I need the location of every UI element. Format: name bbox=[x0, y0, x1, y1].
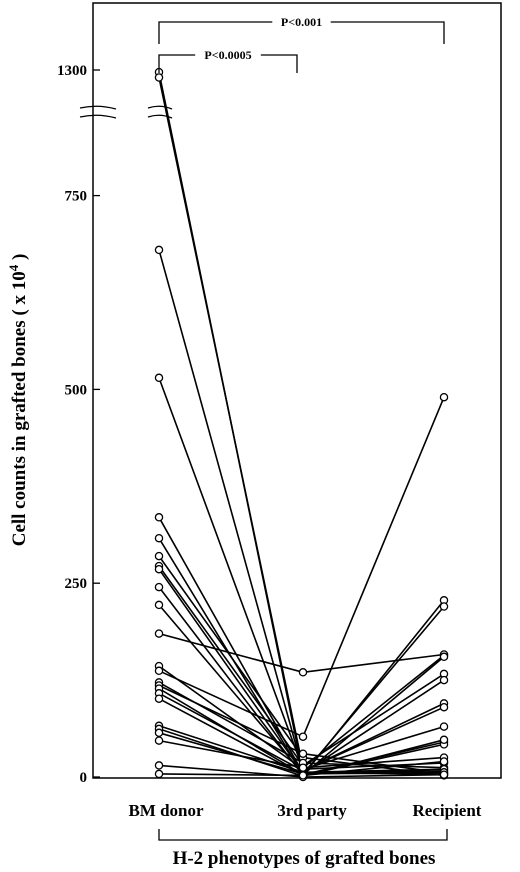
series-line-2 bbox=[158, 77, 445, 770]
data-point bbox=[154, 373, 164, 383]
data-point bbox=[154, 73, 164, 82]
axis-break-mark-outer-bottom bbox=[79, 114, 117, 119]
data-point bbox=[439, 602, 449, 611]
data-point bbox=[154, 694, 164, 703]
series-line-4 bbox=[158, 377, 445, 771]
axis-break-mark-inner-top bbox=[147, 105, 173, 110]
data-point bbox=[439, 675, 449, 685]
data-point bbox=[154, 564, 164, 574]
significance-label-bg bbox=[195, 47, 261, 61]
data-point bbox=[298, 668, 308, 677]
data-point bbox=[298, 763, 308, 772]
y-tick-label: 0 bbox=[80, 770, 88, 786]
data-point bbox=[154, 513, 164, 522]
significance-brackets: P<0.0005 P<0.001 bbox=[158, 14, 445, 73]
category-label-3rd-party: 3rd party bbox=[277, 801, 347, 820]
x-axis-group-bracket bbox=[158, 829, 448, 841]
data-point bbox=[439, 702, 449, 712]
data-point bbox=[154, 728, 164, 738]
x-axis-title: H-2 phenotypes of grafted bones bbox=[173, 848, 436, 869]
y-tick-label: 500 bbox=[65, 382, 88, 398]
category-label-bm-donor: BM donor bbox=[128, 801, 204, 820]
y-axis-title-end: ) bbox=[9, 254, 30, 265]
category-label-recipient: Recipient bbox=[413, 801, 482, 820]
data-point bbox=[439, 722, 449, 731]
data-point bbox=[154, 245, 164, 255]
axis-break-mark-inner-bottom bbox=[147, 114, 173, 119]
data-point bbox=[154, 761, 164, 770]
data-point bbox=[154, 551, 164, 561]
data-point bbox=[154, 600, 164, 610]
data-point bbox=[154, 533, 164, 543]
y-axis-title-exponent: 4 bbox=[6, 264, 21, 271]
data-point bbox=[154, 666, 164, 676]
data-point bbox=[154, 629, 164, 638]
plot-frame bbox=[92, 2, 502, 779]
data-point bbox=[439, 770, 449, 779]
data-point bbox=[154, 582, 164, 592]
y-axis-title: Cell counts in grafted bones ( x 104 ) bbox=[6, 254, 30, 547]
y-axis-title-main: Cell counts in grafted bones ( x 10 bbox=[9, 271, 30, 546]
data-point bbox=[154, 736, 164, 745]
data-point bbox=[298, 749, 308, 758]
series-line-14 bbox=[158, 396, 445, 738]
data-point bbox=[298, 732, 308, 741]
data-points bbox=[154, 67, 449, 782]
y-tick-label: 750 bbox=[65, 189, 88, 205]
significance-label: P<0.0005 bbox=[204, 48, 251, 62]
y-tick-label: 250 bbox=[65, 576, 88, 592]
data-point bbox=[154, 769, 164, 779]
y-tick-label: 1300 bbox=[57, 63, 87, 79]
data-point bbox=[298, 771, 308, 780]
data-point bbox=[439, 652, 449, 662]
data-point bbox=[439, 757, 449, 766]
significance-label: P<0.001 bbox=[281, 15, 322, 29]
data-point bbox=[439, 392, 449, 402]
significance-label-bg bbox=[272, 14, 331, 28]
axis-break-mark-outer-top bbox=[79, 105, 117, 110]
data-point bbox=[439, 735, 449, 745]
y-axis-ticks: 0 250 500 750 1300 bbox=[57, 63, 100, 786]
